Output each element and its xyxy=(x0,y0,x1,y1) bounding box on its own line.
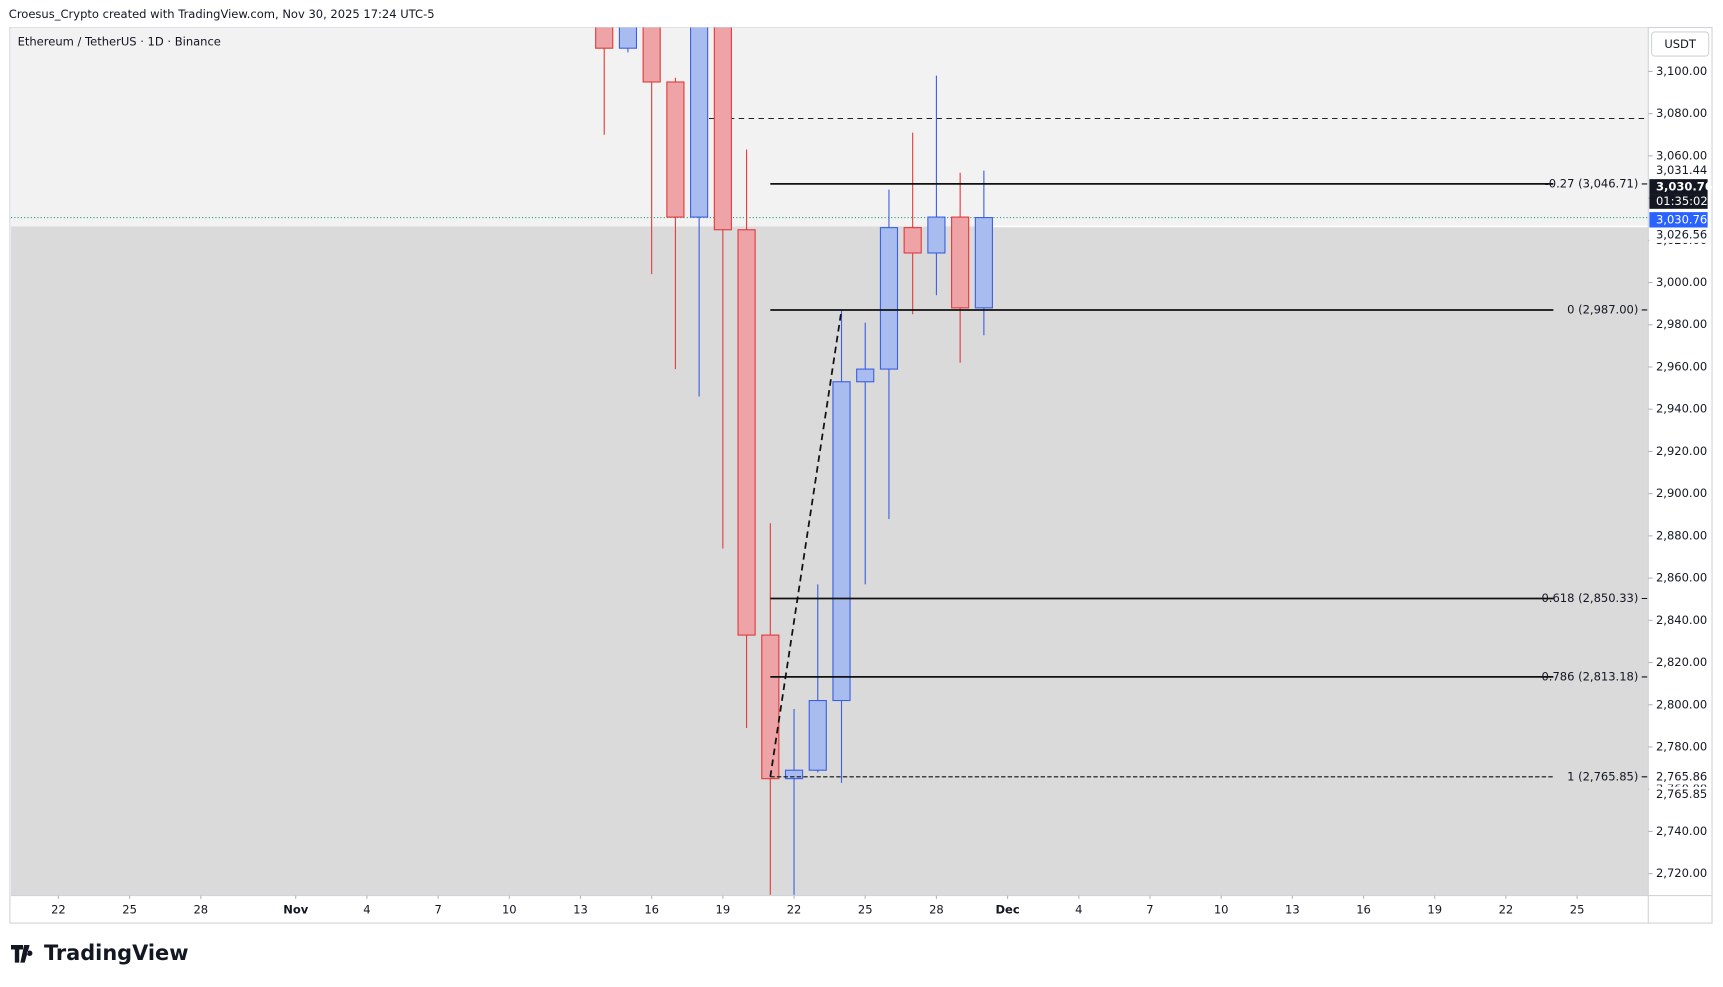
y-tick-label: 2,740.00 xyxy=(1656,824,1707,838)
x-tick-label: 13 xyxy=(1285,902,1300,916)
candle-body xyxy=(808,699,827,771)
y-tick-label: 2,780.00 xyxy=(1656,739,1707,753)
price-label: 3,030.76 xyxy=(1656,179,1713,193)
logo[interactable]: TradingView xyxy=(10,941,189,965)
x-tick-label: 10 xyxy=(1214,902,1229,916)
x-tick-label: 22 xyxy=(51,902,66,916)
y-tick-label: 2,940.00 xyxy=(1656,402,1707,416)
y-tick-label: 2,960.00 xyxy=(1656,359,1707,373)
fib-label: 0 (2,987.00) xyxy=(1567,302,1638,316)
credit: Croesus_Crypto created with TradingView.… xyxy=(9,7,435,21)
x-tick-label: 19 xyxy=(716,902,731,916)
fib-label: 0.618 (2,850.33) xyxy=(1541,591,1638,605)
candle-body xyxy=(784,769,804,780)
x-tick-label: 7 xyxy=(1146,902,1153,916)
countdown: 01:35:02 xyxy=(1656,194,1708,208)
x-tick-label: 22 xyxy=(787,902,802,916)
x-tick-label: 22 xyxy=(1499,902,1514,916)
countdown-box xyxy=(1649,194,1708,209)
price-label: 2,765.85 xyxy=(1656,787,1707,801)
currency[interactable]: USDT xyxy=(1664,37,1697,51)
brand[interactable]: TradingView xyxy=(44,941,189,965)
candle-body xyxy=(974,217,993,309)
price-label: 3,031.44 xyxy=(1656,163,1707,177)
candle-body xyxy=(690,27,709,218)
x-tick-label: 16 xyxy=(1356,902,1371,916)
fib-label: 0.786 (2,813.18) xyxy=(1541,669,1638,683)
candle-body xyxy=(666,81,685,218)
y-tick-label: 2,800.00 xyxy=(1656,697,1707,711)
price-label-box xyxy=(1649,179,1708,195)
trend-line xyxy=(769,309,843,777)
price-label-box xyxy=(1649,769,1708,785)
x-tick-label: 28 xyxy=(929,902,944,916)
plot: -0.27 (3,046.71) 0 (2,987.00) 0.618 (2,850… xyxy=(10,27,1649,895)
x-tick-label: 13 xyxy=(573,902,588,916)
y-tick-label: 2,900.00 xyxy=(1656,486,1707,500)
price-label: 3,030.76 xyxy=(1656,212,1707,226)
fib-label: 1 (2,765.85) xyxy=(1567,769,1638,783)
y-tick-label: 3,060.00 xyxy=(1656,148,1707,162)
logo-mark[interactable] xyxy=(10,945,33,963)
candle-body xyxy=(642,27,661,83)
candle-body xyxy=(832,381,851,702)
candle-body xyxy=(618,27,638,49)
x-tick-label: 25 xyxy=(122,902,137,916)
fib-label: -0.27 (3,046.71) xyxy=(1545,176,1639,190)
y-tick-label: 2,840.00 xyxy=(1656,613,1707,627)
candle-body xyxy=(951,216,970,309)
y-tick-label: 2,880.00 xyxy=(1656,528,1707,542)
x-tick-label: Dec xyxy=(995,902,1019,916)
y-tick-label: 3,100.00 xyxy=(1656,64,1707,78)
y-tick-label: 3,000.00 xyxy=(1656,275,1707,289)
x-tick-label: 16 xyxy=(644,902,659,916)
y-tick-label: 2,920.00 xyxy=(1656,444,1707,458)
price-label: 2,765.86 xyxy=(1656,769,1707,783)
y-tick-label: 2,820.00 xyxy=(1656,655,1707,669)
price-label-box xyxy=(1649,212,1708,228)
candle-body xyxy=(903,227,922,254)
candle-body xyxy=(713,27,732,231)
x-tick-label: 10 xyxy=(502,902,517,916)
price-label-box xyxy=(1649,227,1708,243)
x-tick-label: 19 xyxy=(1427,902,1442,916)
y-tick-label: 2,980.00 xyxy=(1656,317,1707,331)
candle-body xyxy=(856,368,875,383)
x-tick-label: 4 xyxy=(1075,902,1082,916)
light-zone xyxy=(10,27,1649,227)
x-tick-label: 4 xyxy=(363,902,370,916)
candle-body xyxy=(761,634,780,780)
candle-body xyxy=(595,27,614,49)
x-tick-label: 28 xyxy=(193,902,208,916)
x-tick-label: Nov xyxy=(283,902,309,916)
currency-box[interactable] xyxy=(1651,31,1710,57)
y-tick-label: 3,080.00 xyxy=(1656,106,1707,120)
x-tick-label: 25 xyxy=(1570,902,1585,916)
price-label-box xyxy=(1649,786,1708,803)
x-tick-label: 25 xyxy=(858,902,873,916)
candle-body xyxy=(879,227,899,370)
candle-body xyxy=(927,216,946,254)
symbol-title: Ethereum / TetherUS · 1D · Binance xyxy=(18,34,221,48)
x-tick-label: 7 xyxy=(434,902,441,916)
y-tick-label: 2,720.00 xyxy=(1656,866,1707,880)
y-tick-label: 2,860.00 xyxy=(1656,571,1707,585)
price-label: 3,026.56 xyxy=(1656,228,1707,242)
candle-body xyxy=(737,229,756,636)
